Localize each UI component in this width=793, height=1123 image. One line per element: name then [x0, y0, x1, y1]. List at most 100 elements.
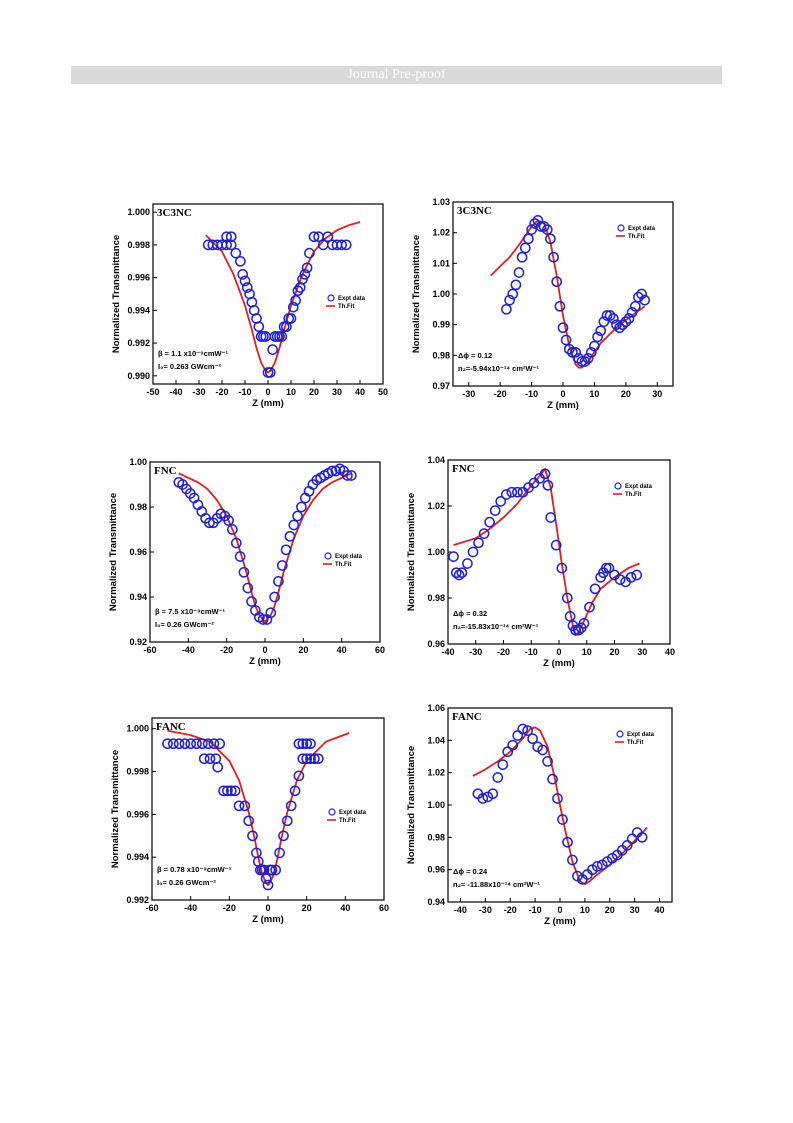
data-point [208, 738, 220, 750]
data-point [204, 753, 216, 765]
x-tick-label: 0 [262, 645, 267, 655]
data-point [235, 255, 246, 267]
legend-label-fit: Th.Fit [339, 818, 355, 824]
data-point [297, 738, 309, 750]
data-point [456, 567, 468, 579]
data-point [636, 288, 647, 300]
data-point [556, 562, 568, 574]
data-point [563, 343, 575, 355]
data-point [579, 356, 591, 367]
data-point [554, 300, 566, 312]
data-point [500, 489, 512, 500]
parameter-annotation: n₂=-5.94x10⁻¹⁴ cm²W⁻¹ [458, 364, 540, 373]
data-point [290, 295, 301, 306]
data-point [221, 239, 232, 251]
panel-title: FANC [452, 711, 482, 723]
y-tick-label: 1.000 [126, 724, 149, 734]
data-point [230, 537, 242, 549]
data-point [526, 224, 537, 235]
legend-label-expt: Expt data [625, 484, 653, 490]
data-point [552, 793, 563, 804]
data-point [636, 831, 648, 843]
data-point [280, 544, 292, 556]
plot-frame [447, 459, 671, 645]
data-point [547, 773, 558, 785]
data-point [336, 239, 347, 251]
x-tick-label: 40 [655, 905, 665, 915]
x-tick-label: -40 [184, 903, 197, 913]
data-point [604, 310, 616, 321]
data-point [592, 331, 603, 343]
parameter-annotation: n₂= -11.88x10⁻¹⁴ cm²W⁻¹ [453, 880, 540, 889]
y-axis-label: Normalized Transmittance [406, 746, 417, 864]
data-point [601, 310, 613, 321]
data-point [623, 313, 635, 324]
data-point [567, 346, 578, 358]
legend-marker-expt [616, 730, 624, 738]
data-point [506, 486, 518, 498]
chart-3c3nc-nlo-absorption: -50 -40 -30 -20 -10 0 10 20 30 40 50 0.990 0.992 0.99… [111, 203, 388, 409]
data-point [529, 218, 541, 229]
legend-label-expt: Expt data [627, 732, 655, 738]
y-axis-label: Normalized Transmittance [406, 493, 417, 611]
data-point [614, 322, 625, 334]
x-tick-label: -10 [525, 647, 538, 657]
x-tick-label: 60 [375, 645, 385, 655]
data-point [265, 607, 277, 619]
data-point [266, 864, 278, 876]
data-point [497, 759, 509, 770]
chart-fnc-nlo-refraction: -40 -30 -20 -10 0 10 20 30 40 0.96 0.98 1.00 1.02 1.0… [406, 455, 675, 669]
parameter-annotation: I₀= 0.263 GWcm⁻² [158, 362, 221, 371]
data-point [202, 738, 214, 750]
data-point [267, 344, 278, 355]
data-point [548, 251, 559, 263]
data-point [185, 738, 197, 750]
data-point [276, 560, 288, 571]
x-tick-label: 40 [355, 387, 365, 397]
x-tick-label: 20 [298, 645, 308, 655]
data-point [247, 830, 258, 842]
y-tick-label: 1.00 [427, 547, 445, 557]
data-point [191, 738, 202, 750]
data-point [560, 334, 572, 346]
y-tick-label: 0.996 [127, 273, 150, 283]
y-tick-label: 0.96 [129, 547, 147, 557]
y-tick-label: 0.998 [126, 767, 149, 777]
data-point [567, 854, 578, 866]
x-tick-label: 0 [265, 387, 270, 397]
x-tick-label: -30 [479, 905, 492, 915]
x-axis-label: Z (mm) [249, 656, 281, 667]
data-point [289, 785, 301, 797]
data-point [281, 815, 293, 827]
y-tick-label: 0.994 [127, 305, 150, 315]
data-point [573, 624, 584, 636]
legend-label-expt: Expt data [339, 810, 367, 816]
y-tick-label: 1.04 [427, 735, 445, 745]
x-axis-label: Z (mm) [252, 914, 284, 925]
data-point [620, 316, 632, 327]
y-tick-label: 1.03 [432, 197, 450, 207]
y-tick-label: 1.00 [427, 800, 445, 810]
x-tick-label: -40 [441, 647, 454, 657]
data-point [237, 269, 249, 280]
y-tick-label: 0.99 [432, 320, 450, 330]
data-point [212, 761, 224, 773]
x-tick-label: -30 [462, 389, 475, 399]
data-point [239, 275, 251, 287]
data-point [545, 233, 556, 245]
data-point [179, 738, 191, 750]
panel-title: 3C3NC [157, 207, 192, 219]
data-point [242, 582, 254, 594]
y-axis-label: Normalized Transmittance [411, 235, 422, 353]
x-tick-label: 10 [582, 647, 592, 657]
data-point [614, 574, 626, 585]
data-point [607, 313, 619, 324]
data-point [238, 566, 250, 578]
data-point [487, 788, 499, 800]
x-tick-label: 30 [332, 387, 342, 397]
data-point [478, 528, 490, 539]
data-point [639, 294, 651, 306]
y-tick-label: 1.04 [427, 455, 445, 465]
y-tick-label: 0.996 [126, 809, 149, 819]
x-axis-label: Z (mm) [544, 916, 576, 927]
